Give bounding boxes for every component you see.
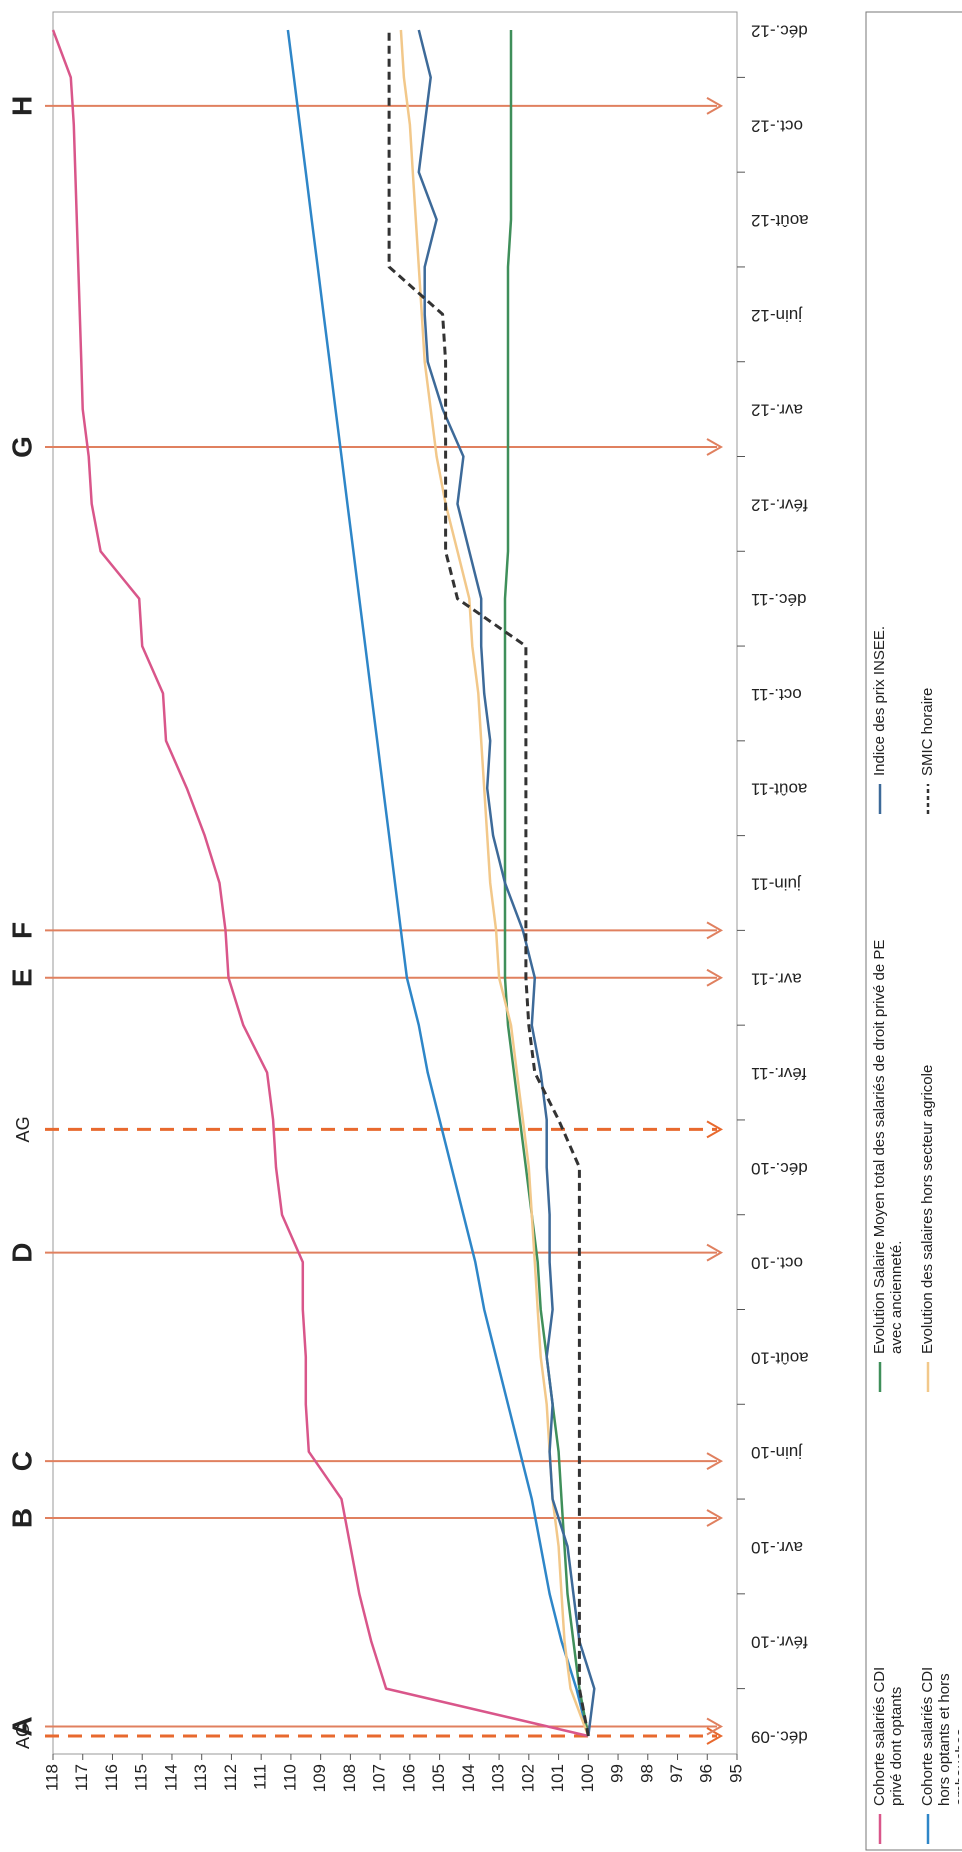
legend-item: Evolution des salaires hors secteur agri…: [919, 1064, 936, 1354]
y-tick-label: 117: [72, 1764, 91, 1791]
series-line: [286, 29, 590, 1737]
x-tick-label: juin-12: [751, 306, 803, 325]
annotation-label: B: [6, 1508, 37, 1528]
x-tick-label: oct.-12: [751, 116, 803, 135]
legend-label: Indice des prix INSEE.: [871, 625, 888, 776]
y-tick-label: 96: [697, 1764, 716, 1783]
annotation-label: D: [6, 1243, 37, 1263]
y-tick-label: 111: [251, 1764, 270, 1790]
y-tick-label: 103: [489, 1764, 508, 1792]
y-tick-label: 113: [191, 1764, 210, 1791]
y-tick-label: 98: [637, 1764, 656, 1783]
series-line: [417, 29, 596, 1737]
y-tick-label: 104: [459, 1764, 478, 1792]
arrow-head: [706, 96, 724, 115]
y-tick-label: 95: [726, 1764, 745, 1783]
y-tick-label: 115: [132, 1764, 151, 1791]
legend-item: Cohorte salariés CDI hors optants et hor…: [919, 1666, 959, 1806]
annotation-label: F: [6, 922, 37, 939]
legend-label: Evolution Salaire Moyen total des salari…: [871, 939, 905, 1354]
legend-item: Evolution Salaire Moyen total des salari…: [871, 939, 905, 1354]
x-tick-label: févr.-10: [751, 1633, 808, 1652]
y-tick-label: 100: [578, 1764, 597, 1792]
arrow-head: [706, 921, 724, 940]
arrow-head: [706, 1509, 724, 1527]
y-tick-label: 110: [280, 1764, 299, 1791]
x-tick-label: oct.-10: [751, 1254, 803, 1273]
arrow-head: [706, 968, 724, 987]
x-tick-label: avr.-10: [751, 1538, 803, 1557]
arrow-head: [706, 1120, 724, 1139]
y-tick-label: 108: [340, 1764, 359, 1792]
x-tick-label: août-11: [751, 780, 807, 799]
legend-item: Cohorte salariés CDI privé dont optants: [871, 1666, 905, 1806]
y-tick-label: 112: [221, 1764, 240, 1791]
y-tick-label: 109: [310, 1764, 329, 1792]
plot-frame: [52, 11, 738, 1755]
legend-label: Cohorte salariés CDI hors optants et hor…: [919, 1666, 959, 1806]
arrow-head: [706, 438, 724, 456]
x-tick-label: avr.-12: [751, 401, 803, 420]
y-tick-label: 116: [102, 1764, 121, 1791]
x-tick-label: déc.-12: [751, 22, 808, 41]
x-tick-label: juin-10: [751, 1443, 803, 1462]
x-tick-label: juin-11: [751, 875, 802, 894]
legend-item: SMIC horaire: [919, 687, 936, 776]
y-tick-label: 118: [42, 1764, 61, 1791]
arrow-head: [706, 1727, 724, 1745]
x-tick-label: déc.-10: [751, 1159, 808, 1178]
rotated-chart: 95 96 97 98 99 100 101 102 103 104 105 106 107 108 109…: [6, 11, 962, 1851]
annotation-label: H: [6, 96, 37, 116]
x-tick-label: oct.-11: [751, 685, 802, 704]
x-tick-label: avr.-11: [751, 969, 802, 988]
annotation-label: AG: [13, 1723, 33, 1749]
y-tick-label: 105: [429, 1764, 448, 1792]
annotation-label: A: [6, 1716, 37, 1736]
y-tick-label: 101: [548, 1764, 567, 1792]
legend-label: Cohorte salariés CDI privé dont optants: [871, 1666, 905, 1806]
annotation-label: E: [6, 968, 37, 987]
series-line: [51, 29, 589, 1738]
x-tick-label: déc.-09: [751, 1728, 808, 1747]
annotation-label: AG: [13, 1116, 33, 1142]
series-line: [503, 30, 590, 1737]
annotation-label: C: [6, 1451, 37, 1471]
x-tick-label: déc.-11: [751, 590, 806, 609]
y-tick-label: 97: [667, 1764, 686, 1783]
annotation-label: G: [6, 436, 37, 458]
legend-label: Evolution des salaires hors secteur agri…: [919, 1064, 936, 1354]
y-tick-label: 107: [370, 1764, 389, 1792]
x-tick-label: févr.-12: [751, 495, 808, 514]
y-tick-label: 99: [608, 1764, 627, 1783]
x-tick-label: août-10: [751, 1348, 809, 1367]
legend-item: Indice des prix INSEE.: [871, 625, 888, 776]
x-tick-label: févr.-11: [751, 1064, 806, 1083]
y-tick-label: 102: [518, 1764, 537, 1792]
y-tick-label: 106: [399, 1764, 418, 1792]
arrow-head: [706, 1452, 724, 1471]
legend-frame: [865, 11, 962, 1851]
legend-label: SMIC horaire: [919, 687, 936, 776]
series-line: [387, 30, 590, 1737]
x-tick-label: août-12: [751, 211, 809, 230]
arrow-head: [706, 1243, 724, 1262]
y-tick-label: 114: [161, 1764, 180, 1791]
arrow-head: [706, 1717, 724, 1736]
